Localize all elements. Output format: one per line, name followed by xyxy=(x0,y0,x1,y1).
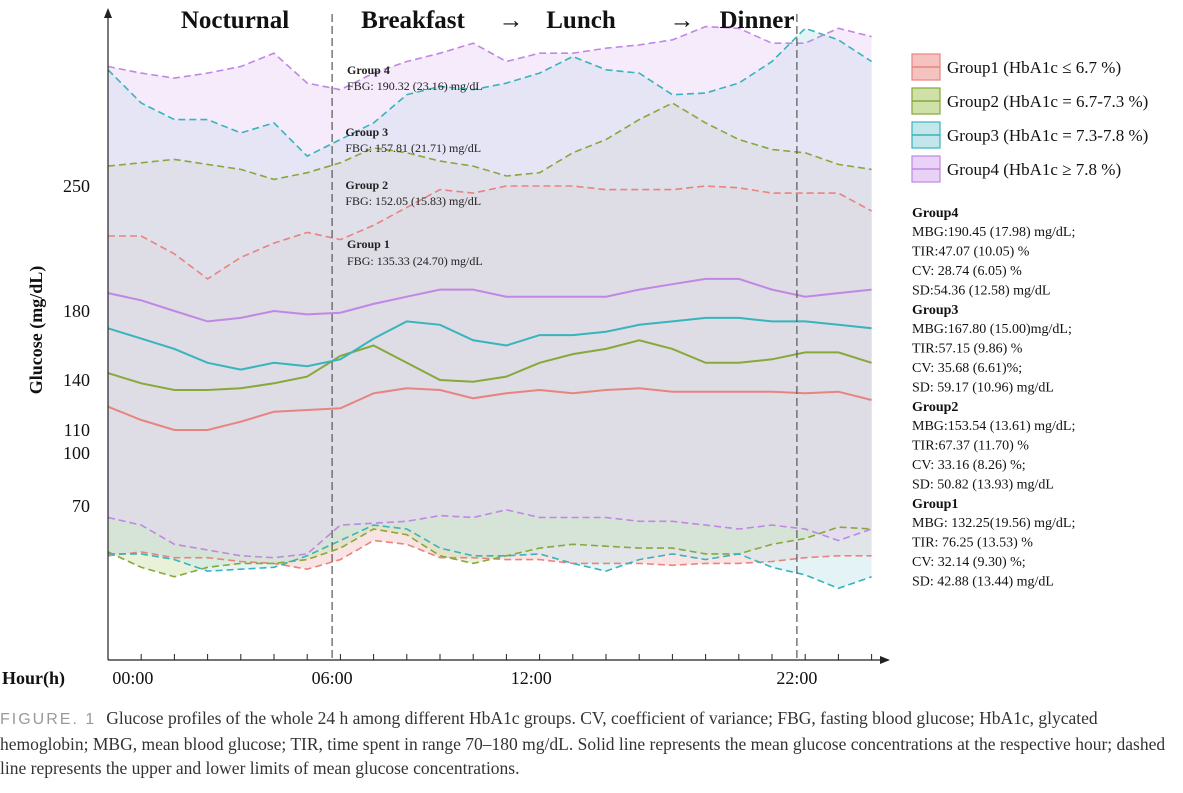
glucose-profile-chart: 70 100 110 140 180 250 00:00 06:00 12:00 22:00 Hou… xyxy=(2,7,1148,689)
confidence-bands xyxy=(108,26,872,589)
y-tick-label: 100 xyxy=(63,443,90,463)
phase-label: → xyxy=(499,7,524,34)
y-tick-label: 140 xyxy=(63,370,90,390)
stats-line: SD: 59.17 (10.96) mg/dL xyxy=(912,381,1054,396)
phase-label: Lunch xyxy=(546,7,616,34)
y-tick-label: 250 xyxy=(63,176,90,196)
upper-limit-line-group1 xyxy=(108,185,872,280)
y-tick-label: 180 xyxy=(63,301,90,321)
stats-title: Group1 xyxy=(912,497,958,512)
stats-line: TIR:67.37 (11.70) % xyxy=(912,439,1029,454)
axes: 70 100 110 140 180 250 00:00 06:00 12:00 22:00 Hou… xyxy=(2,8,890,689)
upper-limit-line-group2 xyxy=(107,102,872,181)
legend: Group1 (HbA1c ≤ 6.7 %) Group2 (HbA1c = 6.… xyxy=(911,53,1148,183)
y-axis-arrow xyxy=(104,8,112,18)
mean-lines xyxy=(107,277,872,431)
x-tick-label: 22:00 xyxy=(776,668,817,688)
y-tick-label: 110 xyxy=(64,420,90,440)
stats-line: SD: 42.88 (13.44) mg/dL xyxy=(912,575,1054,590)
stats-title: Group3 xyxy=(912,303,958,318)
fbg-title: Group 2 xyxy=(345,178,388,192)
legend-label-group4: Group4 (HbA1c ≥ 7.8 %) xyxy=(947,160,1121,179)
y-axis-title: Glucose (mg/dL) xyxy=(26,266,47,395)
phase-label: Dinner xyxy=(720,7,795,34)
mean-line-group4 xyxy=(107,277,872,323)
annotations: Nocturnal Breakfast → Lunch → Dinner Group 4 FB… xyxy=(181,7,795,268)
stats-line: CV: 33.16 (8.26) %; xyxy=(912,458,1026,473)
x-tick-label: 12:00 xyxy=(511,668,552,688)
stats-line: MBG: 132.25(19.56) mg/dL; xyxy=(912,516,1075,531)
lower-limit-line-group2 xyxy=(107,526,872,578)
caption-text: Glucose profiles of the whole 24 h among… xyxy=(0,708,1166,778)
fbg-value: FBG: 135.33 (24.70) mg/dL xyxy=(347,254,483,268)
fbg-value: FBG: 190.32 (23.16) mg/dL xyxy=(347,79,483,93)
stats-line: TIR:57.15 (9.86) % xyxy=(912,342,1023,357)
stats-line: CV: 35.68 (6.61)%; xyxy=(912,361,1022,376)
mean-line-group3 xyxy=(107,316,872,371)
stats-line: TIR: 76.25 (13.53) % xyxy=(912,536,1033,551)
fbg-title: Group 1 xyxy=(347,237,390,251)
mean-line-group2 xyxy=(107,339,872,391)
band-group3 xyxy=(108,28,872,589)
mean-line-group1 xyxy=(107,387,872,431)
limit-lines xyxy=(107,25,873,590)
band-group1 xyxy=(108,186,872,570)
fbg-value: FBG: 152.05 (15.83) mg/dL xyxy=(345,194,481,208)
stats-line: SD: 50.82 (13.93) mg/dL xyxy=(912,478,1054,493)
legend-label-group1: Group1 (HbA1c ≤ 6.7 %) xyxy=(947,58,1121,77)
phase-label: Breakfast xyxy=(361,7,465,34)
lower-limit-line-group4 xyxy=(107,508,872,559)
fbg-title: Group 4 xyxy=(347,63,390,77)
legend-label-group2: Group2 (HbA1c = 6.7-7.3 %) xyxy=(947,92,1148,111)
upper-limit-line-group3 xyxy=(107,27,873,158)
figure-label: FIGURE. 1 xyxy=(0,711,97,728)
x-tick-label: 06:00 xyxy=(312,668,353,688)
figure-caption: FIGURE. 1 Glucose profiles of the whole 2… xyxy=(0,706,1183,780)
stats-line: TIR:47.07 (10.05) % xyxy=(912,245,1030,260)
lower-limit-line-group3 xyxy=(108,524,872,590)
stats-line: SD:54.36 (12.58) mg/dL xyxy=(912,284,1050,299)
phase-label: → xyxy=(670,7,695,34)
x-axis-title: Hour(h) xyxy=(2,668,65,689)
x-tick-label: 00:00 xyxy=(112,668,153,688)
stats-title: Group2 xyxy=(912,400,958,415)
fbg-value: FBG: 157.81 (21.71) mg/dL xyxy=(345,141,481,155)
phase-label: Nocturnal xyxy=(181,7,289,34)
band-group2 xyxy=(108,103,872,577)
group-stats: Group4 MBG:190.45 (17.98) mg/dL; TIR:47.07… xyxy=(912,206,1075,590)
stats-line: MBG:153.54 (13.61) mg/dL; xyxy=(912,419,1075,434)
fbg-title: Group 3 xyxy=(345,125,388,139)
stats-line: MBG:167.80 (15.00)mg/dL; xyxy=(912,322,1072,337)
legend-label-group3: Group3 (HbA1c = 7.3-7.8 %) xyxy=(947,126,1148,145)
stats-line: CV: 32.14 (9.30) %; xyxy=(912,555,1026,570)
stats-line: MBG:190.45 (17.98) mg/dL; xyxy=(912,225,1075,240)
x-axis-arrow xyxy=(880,656,890,664)
stats-line: CV: 28.74 (6.05) % xyxy=(912,264,1022,279)
y-tick-label: 70 xyxy=(72,496,90,516)
stats-title: Group4 xyxy=(912,206,958,221)
upper-limit-line-group4 xyxy=(107,25,872,91)
